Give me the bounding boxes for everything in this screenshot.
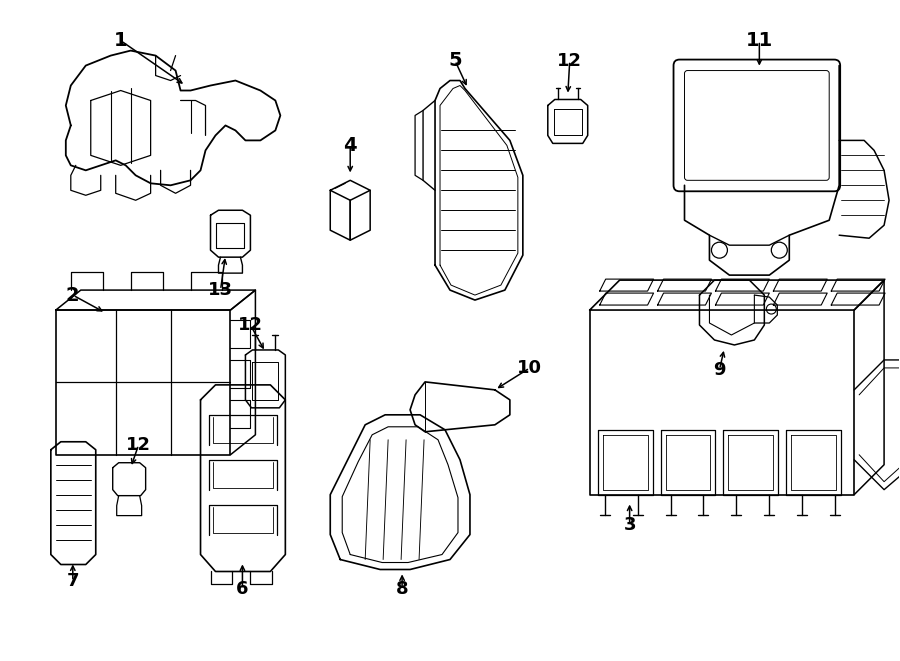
Text: 12: 12: [557, 52, 582, 69]
Text: 3: 3: [624, 516, 636, 533]
FancyBboxPatch shape: [685, 71, 829, 180]
Text: 2: 2: [66, 286, 79, 305]
Text: 11: 11: [746, 31, 773, 50]
FancyBboxPatch shape: [673, 59, 841, 191]
Text: 5: 5: [448, 51, 462, 70]
Text: 10: 10: [518, 359, 543, 377]
Text: 12: 12: [126, 436, 151, 453]
Text: 4: 4: [344, 136, 357, 155]
Text: 8: 8: [396, 580, 409, 598]
Text: 1: 1: [114, 31, 128, 50]
Text: 12: 12: [238, 316, 263, 334]
Text: 7: 7: [67, 572, 79, 590]
Text: 13: 13: [208, 281, 233, 299]
Text: 9: 9: [713, 361, 725, 379]
Text: 6: 6: [236, 580, 248, 598]
